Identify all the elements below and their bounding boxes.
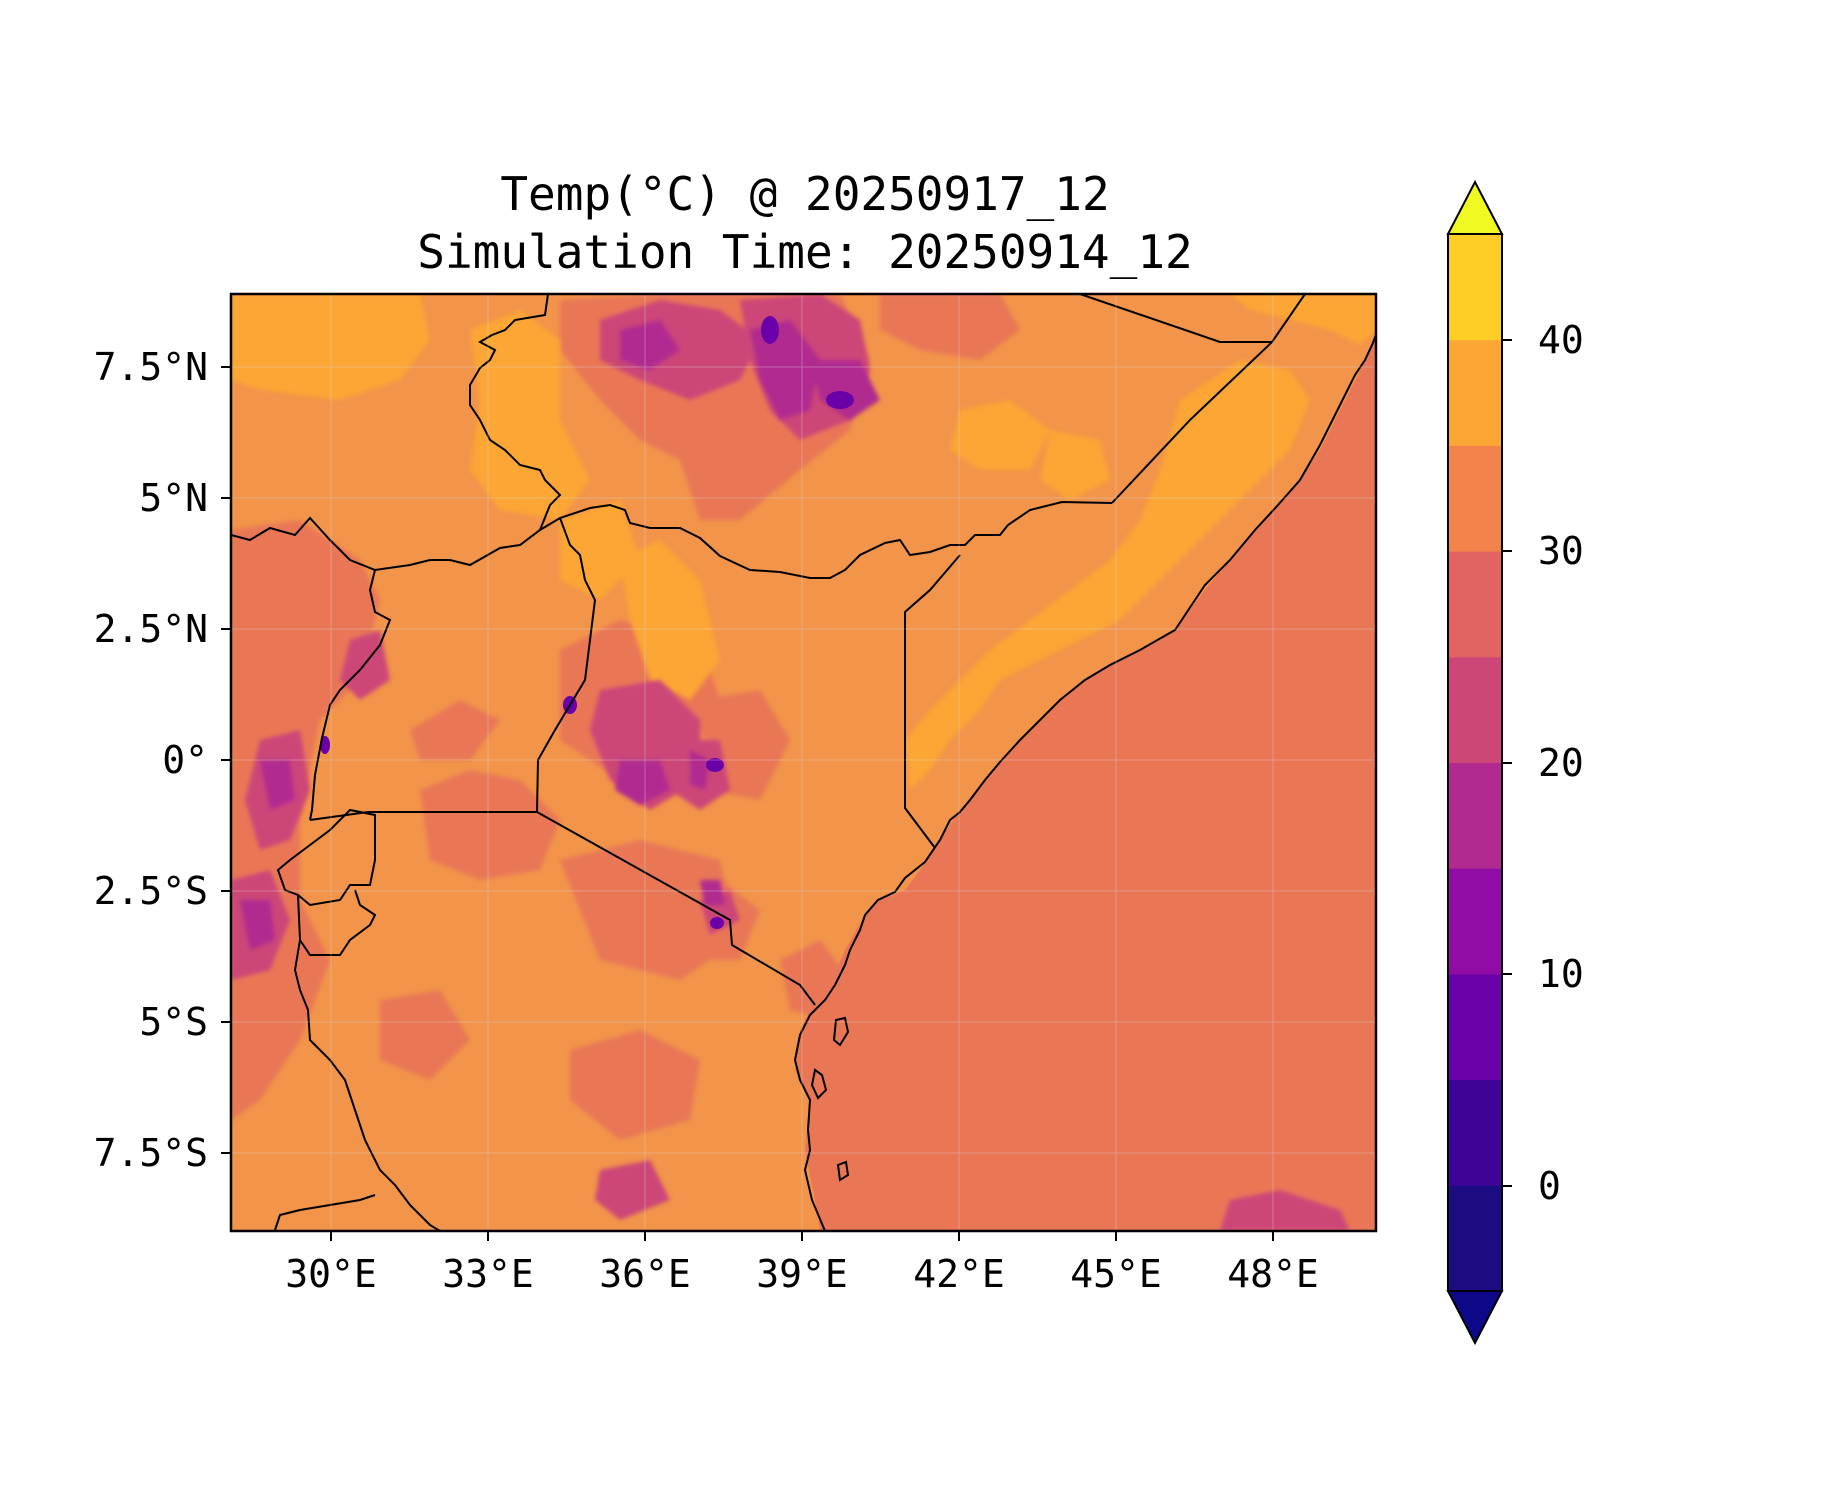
map-subtitle: Simulation Time: 20250914_12 [417,225,1193,279]
colorbar-segment [1448,762,1502,869]
coastline [793,334,1376,1231]
colorbar-label: 40 [1538,318,1584,362]
lon-label: 48°E [1227,1252,1319,1296]
colorbar-label: 0 [1538,1164,1561,1208]
colorbar-label: 20 [1538,741,1584,785]
colorbar-segment [1448,868,1502,975]
lat-label: 7.5°N [93,345,208,389]
graticule [231,294,1376,1231]
lon-label: 42°E [913,1252,1005,1296]
lat-label: 5°N [139,476,208,520]
lon-label: 36°E [599,1252,691,1296]
lat-label: 7.5°S [93,1131,208,1175]
colorbar-ticks [1502,339,1512,1187]
cold-15-20-regions [240,320,880,950]
colorbar-over-extension [1446,179,1504,235]
colorbar-under-extension [1446,1290,1504,1346]
colorbar-segment [1448,551,1502,658]
map-plot-area [231,294,1376,1231]
lat-label: 5°S [139,1000,208,1044]
colorbar-segment [1448,445,1502,552]
colorbar-label: 10 [1538,952,1584,996]
indian-ocean [795,330,1376,1231]
lon-label: 30°E [285,1252,377,1296]
colorbar-segment [1448,339,1502,446]
axis-ticks [221,366,1274,1241]
map-frame [229,292,1378,1233]
hot-35-40-regions [231,294,1376,790]
coastal-islands [810,1016,850,1182]
colorbar-segment [1448,234,1502,341]
map-title: Temp(°C) @ 20250917_12 [500,167,1110,221]
colorbar-segment [1448,1185,1502,1292]
colorbar-segment [1448,1079,1502,1186]
lat-label: 0° [162,738,208,782]
colorbar [1446,179,1512,1346]
colorbar-segment [1448,656,1502,763]
colorbar-label: 30 [1538,529,1584,573]
country-borders [231,294,1306,1231]
colorbar-segment [1448,973,1502,1081]
lat-label: 2.5°S [93,869,208,913]
lon-label: 45°E [1070,1252,1162,1296]
lat-label: 2.5°N [93,607,208,651]
lon-label: 39°E [756,1252,848,1296]
lon-label: 33°E [442,1252,534,1296]
